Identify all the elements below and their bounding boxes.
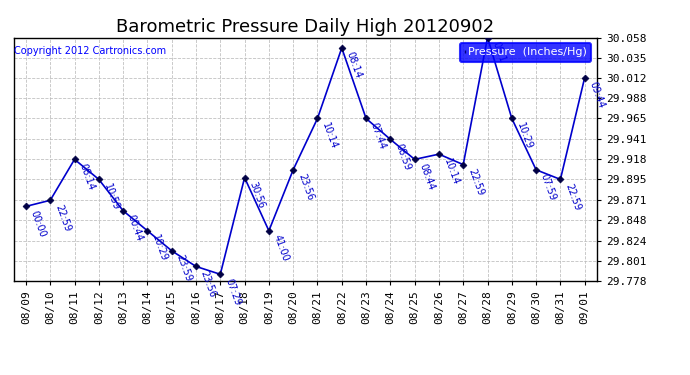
Text: 23:59: 23:59 — [175, 254, 193, 283]
Text: 07:59: 07:59 — [539, 172, 558, 202]
Text: 10:29: 10:29 — [150, 234, 169, 263]
Text: 09:1: 09:1 — [491, 40, 507, 64]
Text: 08:14: 08:14 — [344, 51, 364, 80]
Title: Barometric Pressure Daily High 20120902: Barometric Pressure Daily High 20120902 — [116, 18, 495, 36]
Text: 23:56: 23:56 — [199, 269, 218, 299]
Text: 00:00: 00:00 — [29, 209, 48, 238]
Text: 41:00: 41:00 — [272, 234, 290, 263]
Text: 08:59: 08:59 — [393, 142, 412, 172]
Text: 23:56: 23:56 — [296, 172, 315, 202]
Text: 22:59: 22:59 — [563, 182, 582, 212]
Text: 22:59: 22:59 — [466, 167, 485, 197]
Text: 30:56: 30:56 — [248, 180, 266, 210]
Text: Copyright 2012 Cartronics.com: Copyright 2012 Cartronics.com — [14, 46, 166, 56]
Text: 10:59: 10:59 — [101, 182, 121, 212]
Text: 08:44: 08:44 — [417, 162, 436, 192]
Text: 22:59: 22:59 — [53, 203, 72, 233]
Text: 10:14: 10:14 — [442, 157, 461, 186]
Text: 07:29: 07:29 — [223, 277, 242, 307]
Text: 10:14: 10:14 — [320, 121, 339, 151]
Text: 07:44: 07:44 — [369, 121, 388, 151]
Text: 10:29: 10:29 — [515, 121, 533, 151]
Text: 09:44: 09:44 — [587, 80, 607, 110]
Text: 00:44: 00:44 — [126, 213, 145, 243]
Legend: Pressure  (Inches/Hg): Pressure (Inches/Hg) — [460, 43, 591, 62]
Text: 08:14: 08:14 — [77, 162, 96, 192]
